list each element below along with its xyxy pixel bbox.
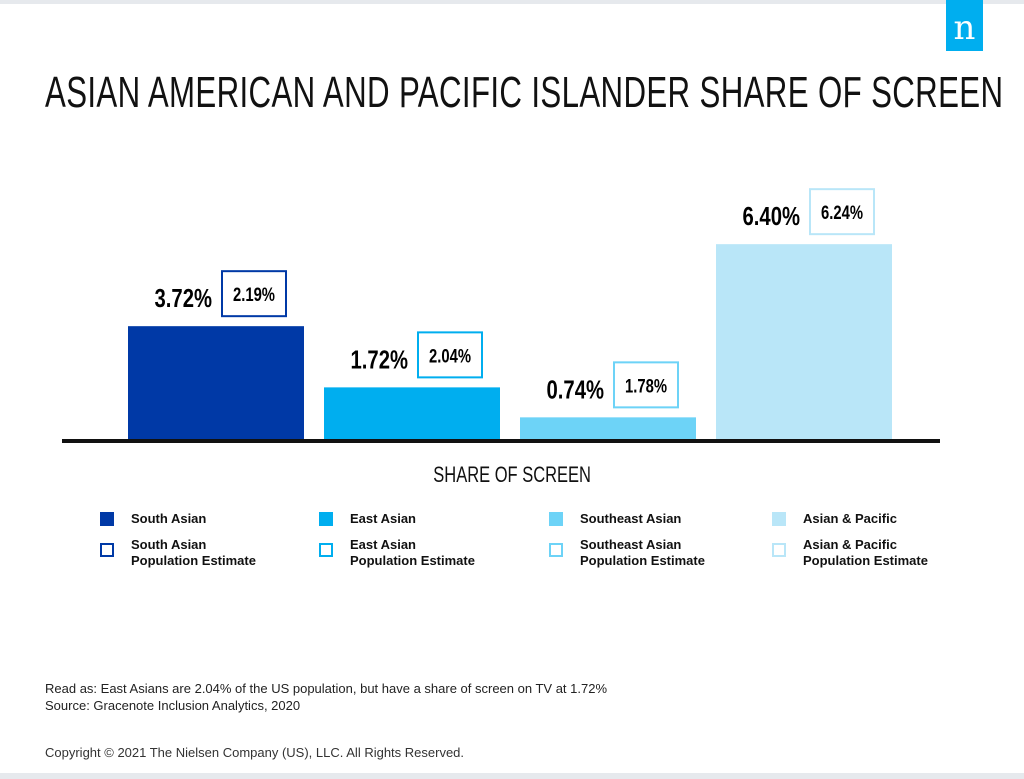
legend-column: Asian & Pacific Asian & Pacific Populatio…: [772, 511, 928, 579]
legend-label: East Asian: [350, 511, 416, 526]
legend-column: Southeast Asian Southeast Asian Populatio…: [549, 511, 705, 579]
legend-swatch: [549, 512, 563, 526]
legend-label: Southeast Asian: [580, 537, 682, 552]
bar-0: [128, 326, 304, 440]
value-label-3: 6.40%: [743, 202, 801, 231]
population-box-1: [417, 331, 483, 379]
value-label-1: 1.72%: [351, 345, 409, 374]
legend-label: Population Estimate: [803, 553, 928, 568]
legend-label: Population Estimate: [580, 553, 705, 568]
chart-title: ASIAN AMERICAN AND PACIFIC ISLANDER SHAR…: [45, 68, 1004, 117]
source-note: Source: Gracenote Inclusion Analytics, 2…: [45, 698, 301, 713]
top-bar: [0, 0, 1024, 4]
legend-label: Population Estimate: [131, 553, 256, 568]
legend-item-estimate: South Asian Population Estimate: [100, 537, 256, 569]
legend-item-estimate: Southeast Asian Population Estimate: [549, 537, 705, 569]
value-label-2: 0.74%: [547, 375, 605, 404]
population-label-2: 1.78%: [625, 376, 667, 397]
nielsen-logo: n: [946, 0, 983, 51]
bar-2: [520, 417, 696, 440]
bar-1: [324, 387, 500, 440]
x-axis-label: SHARE OF SCREEN: [433, 462, 591, 487]
population-box-2: [613, 361, 679, 409]
legend-label: Southeast Asian: [580, 511, 682, 526]
bar-3: [716, 244, 892, 440]
legend-swatch-outline: [549, 543, 563, 557]
read-as-note: Read as: East Asians are 2.04% of the US…: [45, 681, 608, 696]
legend-label: South Asian: [131, 511, 207, 526]
notes: Read as: East Asians are 2.04% of the US…: [45, 680, 607, 714]
legend-label: Asian & Pacific: [803, 537, 897, 552]
copyright: Copyright © 2021 The Nielsen Company (US…: [45, 745, 465, 760]
population-label-0: 2.19%: [233, 284, 275, 305]
x-axis-line: [62, 439, 940, 443]
population-box-0: [221, 270, 287, 318]
legend-label: Population Estimate: [350, 553, 475, 568]
legend-item-estimate: East Asian Population Estimate: [319, 537, 475, 569]
legend-label: South Asian: [131, 537, 207, 552]
population-label-1: 2.04%: [429, 346, 471, 367]
legend-swatch-outline: [100, 543, 114, 557]
legend-item: Asian & Pacific: [772, 511, 928, 527]
legend-swatch: [319, 512, 333, 526]
legend-column: East Asian East Asian Population Estimate: [319, 511, 475, 579]
legend-item: Southeast Asian: [549, 511, 705, 527]
legend-swatch-outline: [772, 543, 786, 557]
bottom-bar: [0, 773, 1024, 779]
legend-swatch: [772, 512, 786, 526]
legend-item-estimate: Asian & Pacific Population Estimate: [772, 537, 928, 569]
legend-swatch-outline: [319, 543, 333, 557]
legend-item: East Asian: [319, 511, 475, 527]
population-box-3: [809, 188, 875, 236]
legend-swatch: [100, 512, 114, 526]
population-label-3: 6.24%: [821, 202, 863, 223]
value-label-0: 3.72%: [155, 284, 213, 313]
legend-label: East Asian: [350, 537, 416, 552]
legend-item: South Asian: [100, 511, 256, 527]
legend-column: South Asian South Asian Population Estima…: [100, 511, 256, 579]
legend-label: Asian & Pacific: [803, 511, 897, 526]
